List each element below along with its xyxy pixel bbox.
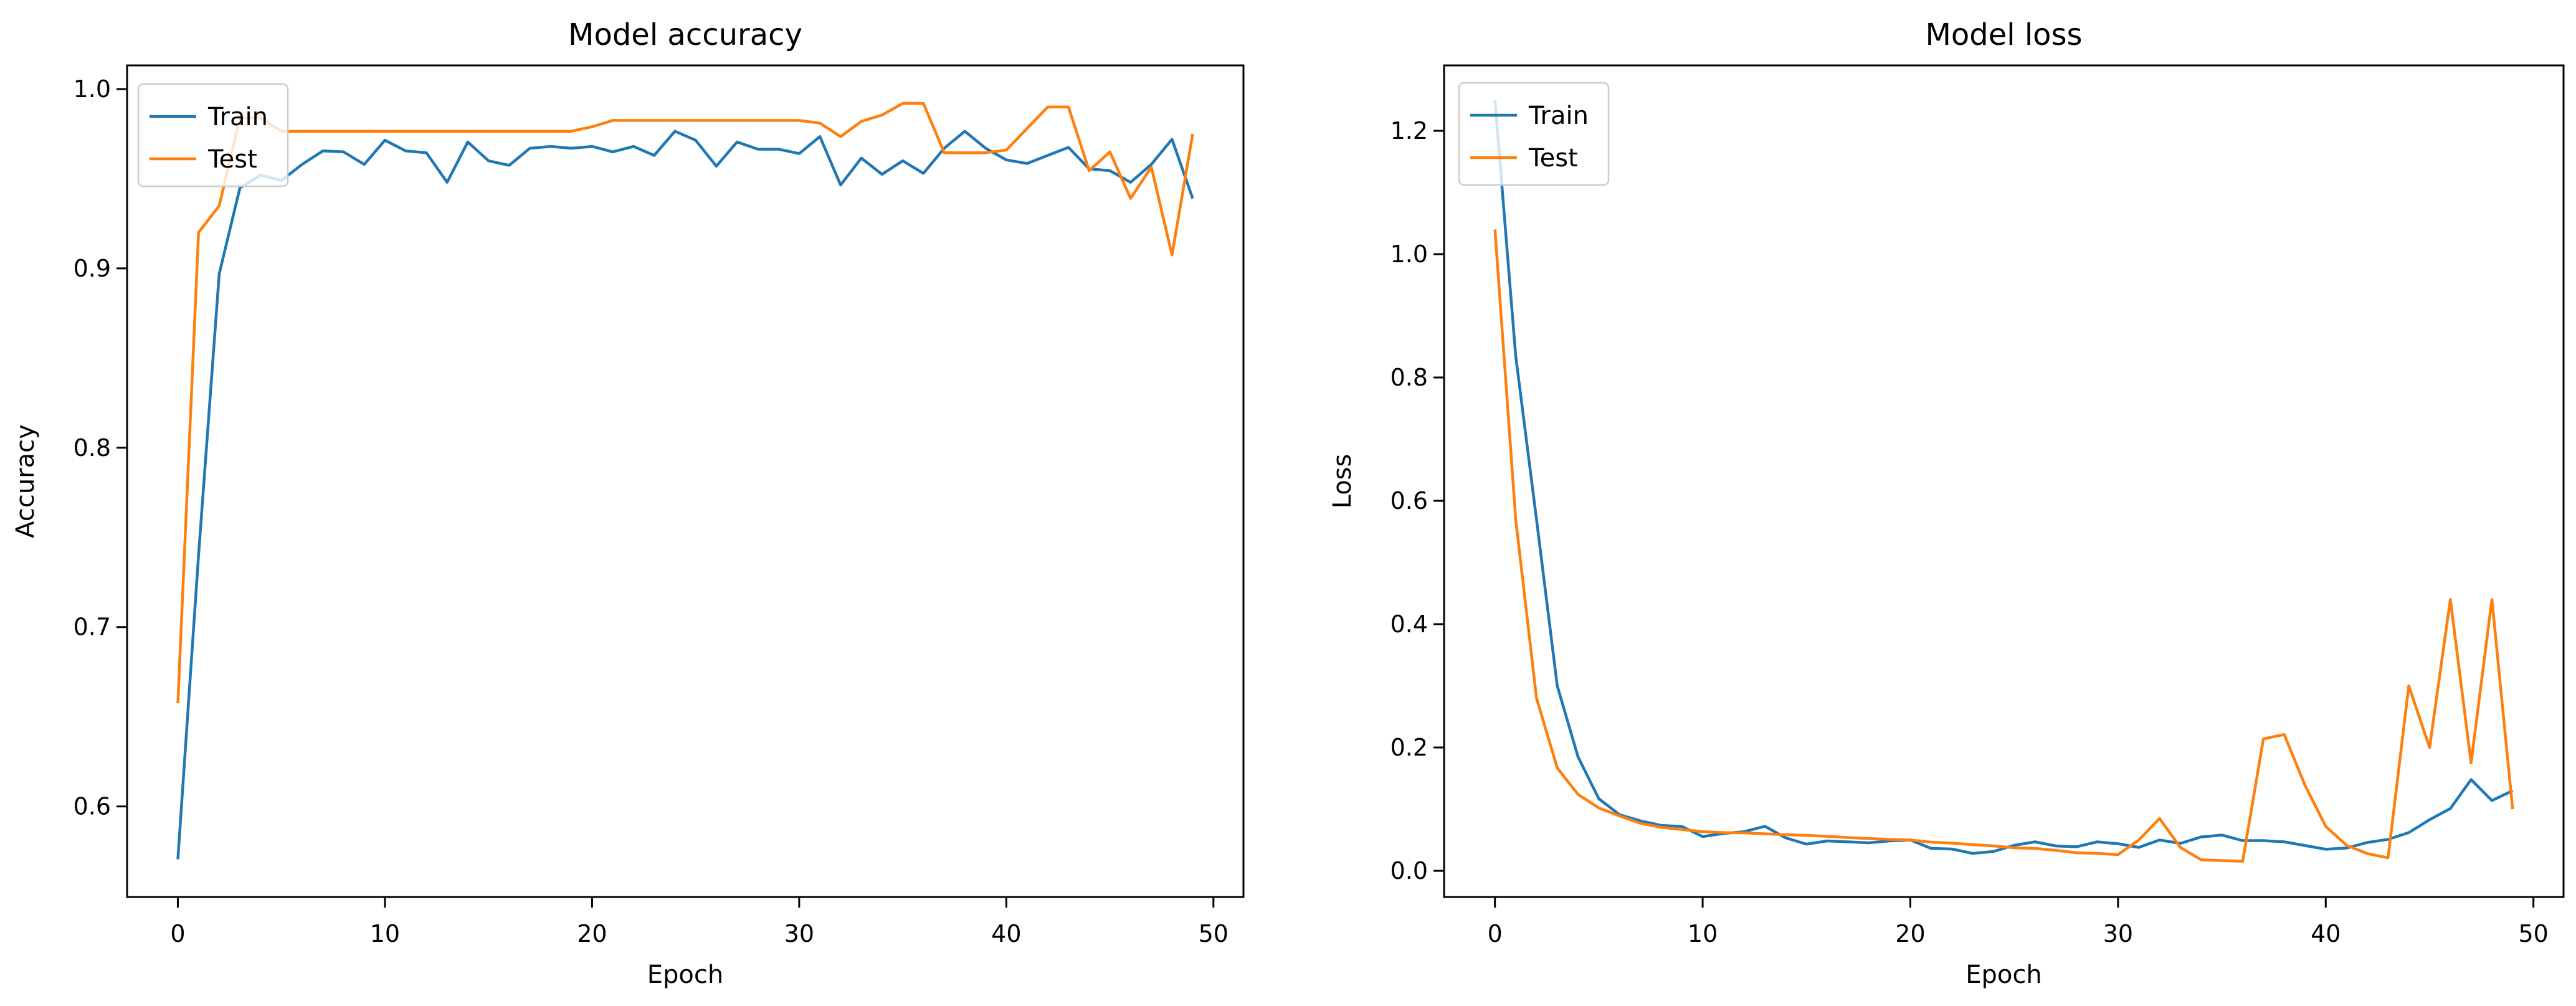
x-axis-label: Epoch: [1965, 961, 2041, 989]
legend-label-train: Train: [207, 103, 268, 131]
y-tick-label: 0.6: [74, 793, 111, 820]
x-tick-label: 40: [2311, 920, 2341, 947]
series-lines: [1493, 100, 2514, 863]
legend-label-test: Test: [207, 145, 257, 174]
x-tick-label: 50: [1199, 920, 1229, 947]
x-tick-label: 50: [2518, 920, 2548, 947]
y-tick-label: 0.7: [74, 614, 111, 641]
series-lines: [176, 102, 1194, 860]
x-axis-label: Epoch: [647, 961, 723, 989]
x-tick-label: 0: [1488, 920, 1503, 947]
y-tick-label: 0.8: [74, 434, 111, 462]
y-tick-label: 1.0: [74, 75, 111, 103]
legend-label-test: Test: [1528, 144, 1578, 173]
x-tick-label: 20: [577, 920, 607, 947]
y-axis-label: Accuracy: [11, 424, 40, 538]
x-tick-label: 0: [170, 920, 185, 947]
y-tick-label: 0.4: [1390, 610, 1428, 638]
y-tick-label: 0.8: [1390, 364, 1428, 391]
x-tick-label: 40: [991, 920, 1021, 947]
line-test: [176, 102, 1194, 703]
x-tick-label: 30: [2103, 920, 2133, 947]
x-tick-label: 30: [784, 920, 814, 947]
line-test: [1493, 229, 2514, 863]
y-tick-label: 0.2: [1390, 734, 1428, 761]
y-tick-label: 0.9: [74, 255, 111, 282]
line-train: [176, 130, 1194, 860]
x-tick-label: 10: [370, 920, 400, 947]
legend-box: [137, 83, 289, 187]
legend: Train Test: [137, 83, 289, 187]
legend-box: [1458, 82, 1610, 186]
legend: Train Test: [1458, 82, 1610, 186]
chart-title: Model loss: [1925, 17, 2082, 52]
plot-frame: [1443, 64, 2565, 898]
y-tick-label: 1.2: [1390, 117, 1428, 145]
line-train: [1493, 100, 2514, 855]
y-axis-label: Loss: [1328, 454, 1357, 509]
y-tick-label: 0.0: [1390, 857, 1428, 885]
y-tick-label: 1.0: [1390, 240, 1428, 268]
x-tick-label: 20: [1895, 920, 1925, 947]
chart-model-loss: 0 10 20 30 40 50 0.0 0.2 0.4 0.6 0.8 1.0 1.2 Model lo…: [1328, 17, 2565, 989]
chart-model-accuracy: 0 10 20 30 40 50 0.6 0.7 0.8 0.9 1.0 Model accuracy…: [11, 17, 1245, 989]
y-tick-label: 0.6: [1390, 487, 1428, 515]
x-tick-label: 10: [1688, 920, 1718, 947]
legend-label-train: Train: [1528, 102, 1589, 130]
plot-frame: [126, 64, 1245, 898]
chart-title: Model accuracy: [568, 17, 802, 52]
